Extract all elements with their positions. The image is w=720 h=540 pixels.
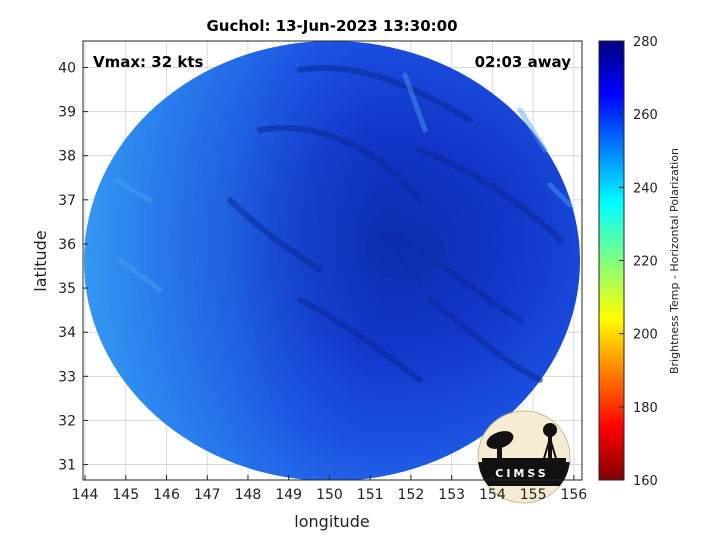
y-tick-label: 31	[58, 458, 76, 474]
colorbar-label: Brightness Temp - Horizontal Polarizatio…	[668, 148, 681, 374]
swath-west-wash	[84, 41, 580, 480]
colorbar-tick-label: 160	[633, 474, 658, 489]
y-tick-label: 35	[58, 281, 76, 297]
x-tick-label: 152	[398, 487, 425, 503]
x-tick-label: 147	[194, 487, 221, 503]
x-tick-label: 149	[275, 487, 302, 503]
colorbar-ticks: 280 260 240 220 200 180 160	[619, 35, 658, 489]
y-axis-ticks: 31 32 33 34 35 36 37 38 39 40	[58, 60, 88, 474]
x-axis-label: longitude	[294, 512, 369, 531]
y-tick-label: 34	[58, 325, 76, 341]
y-tick-label: 39	[58, 105, 76, 121]
y-axis-label: latitude	[31, 230, 50, 291]
time-away-annotation: 02:03 away	[475, 53, 572, 71]
x-tick-label: 155	[520, 487, 547, 503]
x-tick-label: 154	[479, 487, 506, 503]
swath-group	[84, 41, 580, 480]
y-tick-label: 33	[58, 369, 76, 385]
x-axis-ticks: 144 145 146 147 148 149 150 151 152 153 154 155 156	[72, 475, 587, 503]
y-tick-label: 37	[58, 193, 76, 209]
x-tick-label: 156	[560, 487, 587, 503]
warm-streaks	[112, 72, 573, 293]
colorbar-tick-label: 180	[633, 401, 658, 416]
y-tick-label: 40	[58, 60, 76, 76]
colorbar-tick-label: 220	[633, 255, 658, 270]
colorbar-tick-label: 280	[633, 35, 658, 50]
cloud-bands	[227, 65, 563, 383]
x-tick-label: 148	[235, 487, 262, 503]
x-tick-label: 153	[438, 487, 465, 503]
vmax-annotation: Vmax: 32 kts	[93, 53, 203, 71]
y-tick-label: 32	[58, 413, 76, 429]
colorbar-tick-label: 200	[633, 328, 658, 343]
x-tick-label: 144	[72, 487, 99, 503]
x-tick-label: 145	[112, 487, 139, 503]
x-tick-label: 150	[316, 487, 343, 503]
chart-title: Guchol: 13-Jun-2023 13:30:00	[206, 17, 457, 35]
colorbar-tick-label: 240	[633, 181, 658, 196]
colorbar-tick-label: 260	[633, 108, 658, 123]
logo-text: CIMSS	[495, 467, 548, 480]
y-tick-label: 38	[58, 149, 76, 165]
x-tick-label: 151	[357, 487, 384, 503]
cold-core	[365, 220, 445, 280]
x-tick-label: 146	[153, 487, 180, 503]
y-tick-label: 36	[58, 237, 76, 253]
